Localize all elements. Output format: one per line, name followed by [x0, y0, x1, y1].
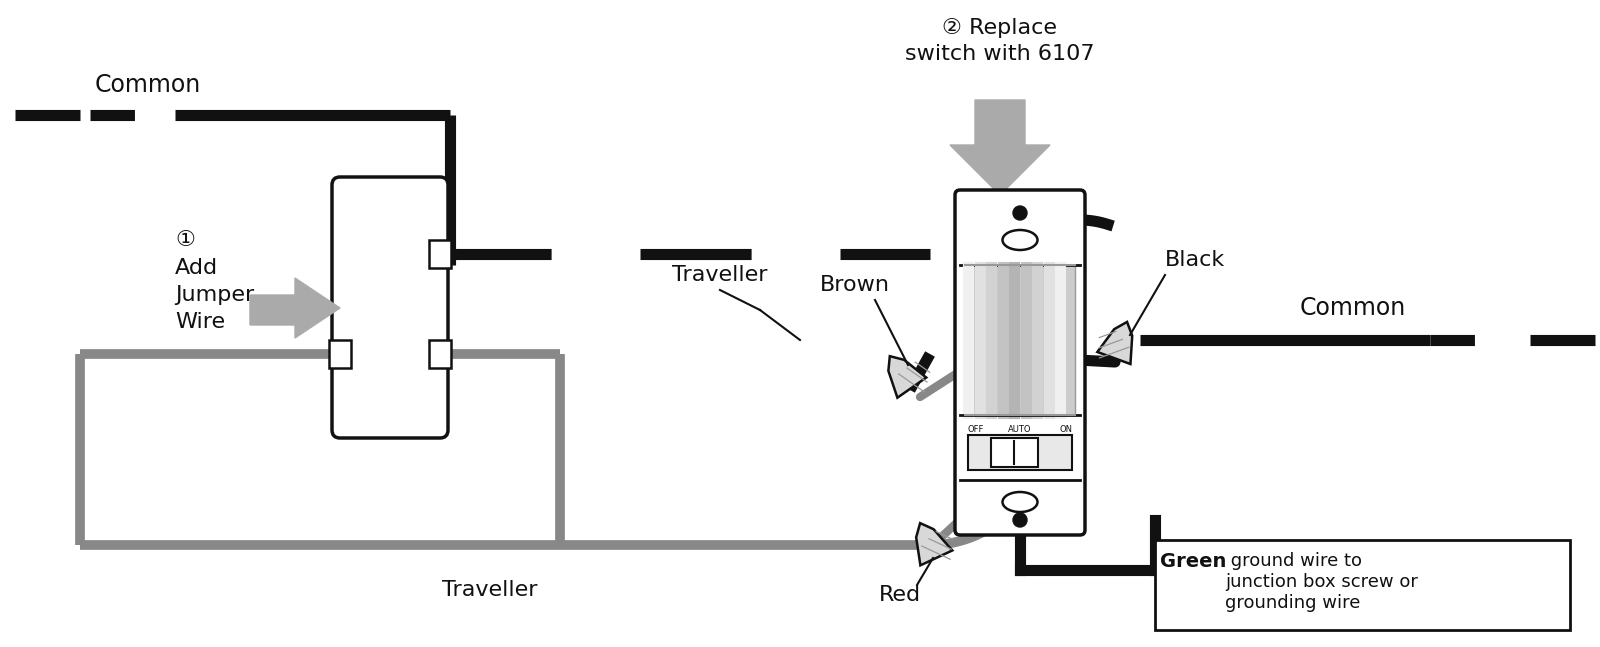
- Text: Brown: Brown: [819, 275, 890, 295]
- Text: ground wire to
junction box screw or
grounding wire: ground wire to junction box screw or gro…: [1226, 552, 1418, 611]
- Ellipse shape: [1003, 492, 1037, 512]
- Polygon shape: [250, 278, 339, 338]
- FancyBboxPatch shape: [955, 190, 1085, 535]
- FancyBboxPatch shape: [333, 177, 448, 438]
- Bar: [330, 340, 350, 368]
- Bar: [1155, 540, 1570, 630]
- Text: Black: Black: [1165, 250, 1226, 270]
- Polygon shape: [950, 100, 1050, 195]
- Polygon shape: [917, 523, 952, 565]
- Text: Traveller: Traveller: [672, 265, 768, 285]
- Text: OFF: OFF: [968, 425, 984, 434]
- Text: Common: Common: [1299, 296, 1406, 320]
- Text: Wire: Wire: [174, 312, 226, 332]
- Polygon shape: [888, 356, 926, 398]
- Bar: [960, 415, 1080, 480]
- Text: Red: Red: [878, 585, 922, 605]
- Bar: [429, 240, 451, 268]
- Text: ①: ①: [174, 230, 195, 250]
- Bar: [960, 195, 1080, 265]
- Polygon shape: [1098, 322, 1133, 364]
- Ellipse shape: [1003, 230, 1037, 250]
- Bar: [965, 265, 1075, 415]
- Bar: [990, 438, 1038, 467]
- Circle shape: [1013, 513, 1027, 527]
- Text: ② Replace
switch with 6107: ② Replace switch with 6107: [906, 18, 1094, 65]
- Text: Common: Common: [94, 73, 202, 97]
- Text: Traveller: Traveller: [442, 580, 538, 600]
- Text: Jumper: Jumper: [174, 285, 254, 305]
- Text: Green: Green: [1160, 552, 1226, 571]
- Text: Add: Add: [174, 258, 218, 278]
- Bar: [968, 435, 1072, 470]
- Circle shape: [1013, 206, 1027, 220]
- Text: ON: ON: [1059, 425, 1072, 434]
- Text: AUTO: AUTO: [1008, 425, 1032, 434]
- Bar: [429, 340, 451, 368]
